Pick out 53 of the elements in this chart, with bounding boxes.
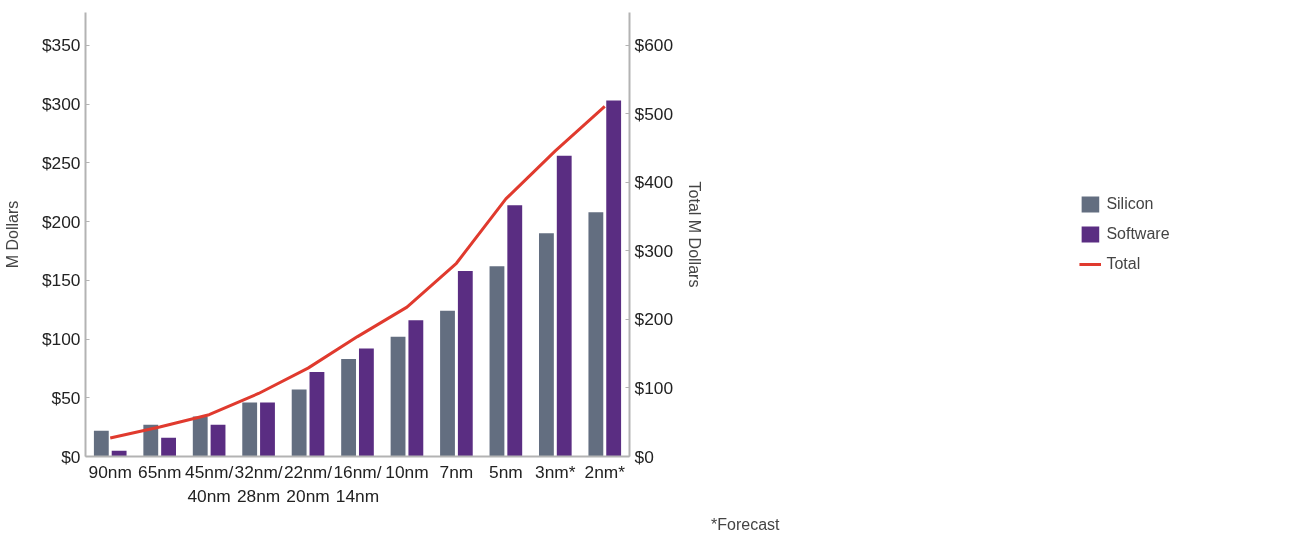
- x-tick-label: 16nm/14nm: [333, 461, 382, 506]
- bar: [390, 336, 406, 457]
- bar: [440, 310, 455, 457]
- bar: [606, 100, 622, 457]
- y2-tick-label: $200: [634, 309, 674, 330]
- bar: [556, 155, 572, 457]
- x-tick-label: 2nm*: [584, 461, 626, 482]
- y-tick-label: $300: [41, 94, 81, 115]
- x-tick-label: 3nm*: [535, 461, 576, 482]
- y2-tick-label: $0: [634, 446, 654, 467]
- bar: [457, 270, 473, 457]
- x-tick-label: 7nm: [439, 461, 474, 482]
- bar: [408, 320, 424, 457]
- y-tick-label: $200: [41, 211, 81, 232]
- x-tick-label: 65nm: [138, 461, 182, 482]
- bar: [507, 205, 523, 457]
- y-tick-label: $250: [41, 152, 81, 173]
- bar: [210, 424, 226, 457]
- x-tick-label: 32nm/28nm: [234, 461, 283, 506]
- y-tick-label: $150: [41, 270, 81, 291]
- bar: [358, 348, 374, 457]
- x-tick-label: 22nm/20nm: [283, 461, 333, 506]
- bar: [291, 389, 307, 457]
- y2-tick-label: $600: [634, 35, 674, 56]
- x-tick-label: 5nm: [489, 461, 523, 482]
- y2-tick-label: $400: [634, 172, 674, 193]
- legend-label: Software: [1106, 225, 1170, 243]
- y-axis-title: M Dollars: [3, 200, 21, 269]
- legend-label: Silicon: [1106, 195, 1154, 213]
- bar: [260, 402, 275, 457]
- y2-tick-label: $500: [634, 103, 674, 124]
- y-tick-label: $350: [41, 35, 81, 56]
- y2-tick-label: $100: [634, 377, 674, 398]
- x-tick-label: 45nm/40nm: [185, 461, 234, 506]
- bar: [242, 402, 258, 457]
- y-tick-label: $100: [41, 329, 81, 350]
- bar: [192, 416, 208, 457]
- x-tick-label: 90nm: [88, 461, 132, 482]
- x-tick-label: 10nm: [385, 461, 429, 482]
- y2-tick-label: $300: [634, 240, 674, 261]
- bar: [309, 371, 325, 457]
- legend-label: Total: [1106, 255, 1141, 273]
- y2-axis-title: Total M Dollars: [686, 181, 704, 288]
- bar: [93, 430, 109, 457]
- bar: [489, 266, 505, 457]
- bar: [539, 233, 554, 457]
- line-series: [108, 104, 607, 440]
- y-tick-label: $50: [51, 387, 81, 408]
- text: *Forecast: [711, 515, 781, 533]
- y-tick-label: $0: [61, 446, 81, 467]
- bar: [161, 437, 176, 457]
- bar: [341, 359, 357, 457]
- bar: [588, 212, 604, 457]
